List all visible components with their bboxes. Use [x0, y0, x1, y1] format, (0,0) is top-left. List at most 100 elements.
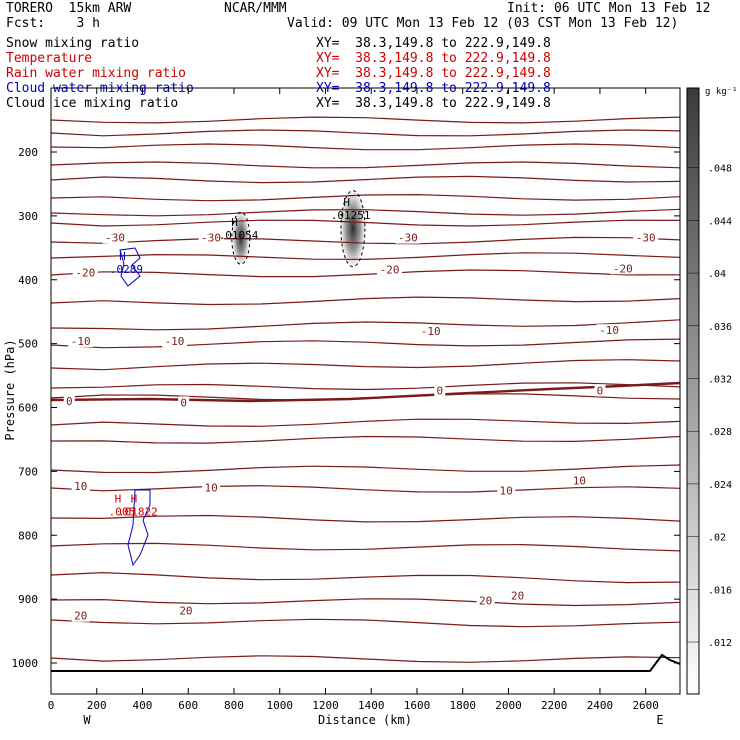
isotherm-label-bg: [176, 604, 195, 617]
isotherm-label: -10: [421, 325, 441, 338]
isotherm-line: [51, 296, 680, 306]
maximum-value: .005: [109, 506, 136, 519]
isotherm-label: 0: [66, 395, 73, 408]
terrain-line: [51, 653, 680, 672]
isotherm-line: [51, 319, 680, 331]
x-tick-label: 200: [87, 699, 107, 712]
isotherm-label-bg: [508, 589, 527, 602]
x-tick-label: 2600: [632, 699, 659, 712]
isotherm-line: [51, 514, 680, 523]
isotherm-line: [51, 435, 680, 444]
isotherm-line: [51, 175, 680, 184]
colorbar-tick-label: .032: [708, 375, 732, 386]
y-tick-label: 900: [18, 593, 38, 606]
isotherm-line: [51, 655, 680, 663]
isotherm-label-bg: [198, 231, 224, 244]
isotherm-line: [51, 598, 680, 607]
isotherm-label: 10: [204, 481, 217, 494]
isotherm-line: [51, 161, 680, 169]
isotherm-label-bg: [633, 231, 659, 244]
colorbar-tick-label: .036: [708, 322, 732, 333]
field-name: Temperature: [6, 51, 93, 66]
isotherm-line: [51, 219, 680, 227]
cloud-water-contour: [127, 489, 151, 567]
x-tick-label: 1600: [404, 699, 431, 712]
isotherm-label-bg: [476, 594, 495, 607]
y-tick-label: 600: [18, 402, 38, 415]
snow-shading: [339, 188, 366, 269]
isotherm-label-bg: [596, 324, 622, 337]
maximum-value: .01054: [219, 229, 259, 242]
maximum-marker: H: [131, 493, 138, 506]
isotherm-label-bg: [72, 266, 98, 279]
colorbar: [686, 87, 700, 695]
isotherm-label: 10: [500, 485, 513, 498]
x-tick-label: 2000: [495, 699, 522, 712]
isotherm-line: [51, 618, 680, 628]
isotherm-line: [51, 382, 680, 391]
maximum-marker: H: [343, 196, 350, 209]
colorbar-tick-label: .044: [708, 216, 732, 227]
isotherm-label-bg: [377, 263, 403, 276]
field-xy-range: XY= 38.3,149.8 to 222.9,149.8: [316, 96, 551, 111]
isotherm-label: 0: [597, 384, 604, 397]
y-tick-label: 700: [18, 465, 38, 478]
field-name: Snow mixing ratio: [6, 36, 140, 51]
isotherm-label-bg: [71, 609, 90, 622]
isotherm-line: [51, 236, 680, 245]
isotherm-line: [51, 252, 680, 261]
isotherm-label: 0: [180, 396, 187, 409]
y-tick-label: 500: [18, 338, 38, 351]
isotherm-label: 10: [74, 480, 87, 493]
isotherm-label-bg: [63, 395, 75, 408]
isotherm-label-bg: [162, 335, 188, 348]
forecast-hour: Fcst: 3 h: [6, 16, 100, 31]
isotherm-label-bg: [395, 231, 421, 244]
model-title: TORERO 15km ARW: [6, 1, 132, 16]
isotherm-label: -20: [613, 262, 633, 275]
isotherm-line: [51, 129, 680, 137]
isotherm-label-bg: [610, 262, 636, 275]
isotherm-label: -10: [165, 335, 185, 348]
init-time: Init: 06 UTC Mon 13 Feb 12: [507, 1, 711, 16]
west-label: W: [83, 713, 91, 727]
isotherm-label: 20: [511, 589, 524, 602]
field-xy-range: XY= 38.3,149.8 to 222.9,149.8: [316, 51, 551, 66]
x-tick-label: 2400: [587, 699, 614, 712]
maximum-marker: H: [115, 493, 122, 506]
colorbar-tick-label: .02: [708, 533, 726, 544]
colorbar-tick-label: .028: [708, 427, 732, 438]
cloud-ice-contour: [231, 211, 251, 265]
y-tick-label: 300: [18, 210, 38, 223]
center-title: NCAR/MMM: [224, 1, 287, 16]
colorbar-unit: g kg⁻¹: [705, 87, 738, 97]
plot-frame: [50, 87, 681, 695]
isotherm-label: -30: [636, 232, 656, 245]
y-axis-label: Pressure (hPa): [3, 339, 17, 440]
colorbar-tick-label: .012: [708, 638, 732, 649]
isotherm-label: -20: [75, 267, 95, 280]
isotherm-line: [51, 542, 680, 552]
y-tick-label: 800: [18, 529, 38, 542]
colorbar-tick-label: .024: [708, 480, 732, 491]
x-tick-label: 2200: [541, 699, 568, 712]
isotherm-label-bg: [594, 384, 606, 397]
colorbar-tick-label: .016: [708, 585, 732, 596]
isotherm-label-bg: [497, 484, 516, 497]
isotherm-line: [51, 116, 680, 124]
isotherm-label-bg: [570, 474, 589, 487]
isotherm-line: [51, 338, 680, 349]
colorbar-tick-label: .04: [708, 269, 726, 280]
maximum-value: .01822: [118, 506, 158, 519]
isotherm-line: [51, 571, 680, 584]
maximum-marker: H: [119, 250, 126, 263]
isotherm-label-bg: [418, 324, 444, 337]
x-tick-label: 400: [133, 699, 153, 712]
x-tick-label: 1800: [449, 699, 476, 712]
isotherm-line: [51, 208, 680, 217]
isotherm-label-bg: [68, 335, 94, 348]
cloud-water-contour: [119, 247, 141, 287]
cloud-ice-contour: [340, 190, 366, 268]
isotherm-label-bg: [102, 231, 128, 244]
freezing-isotherm: [51, 381, 680, 403]
